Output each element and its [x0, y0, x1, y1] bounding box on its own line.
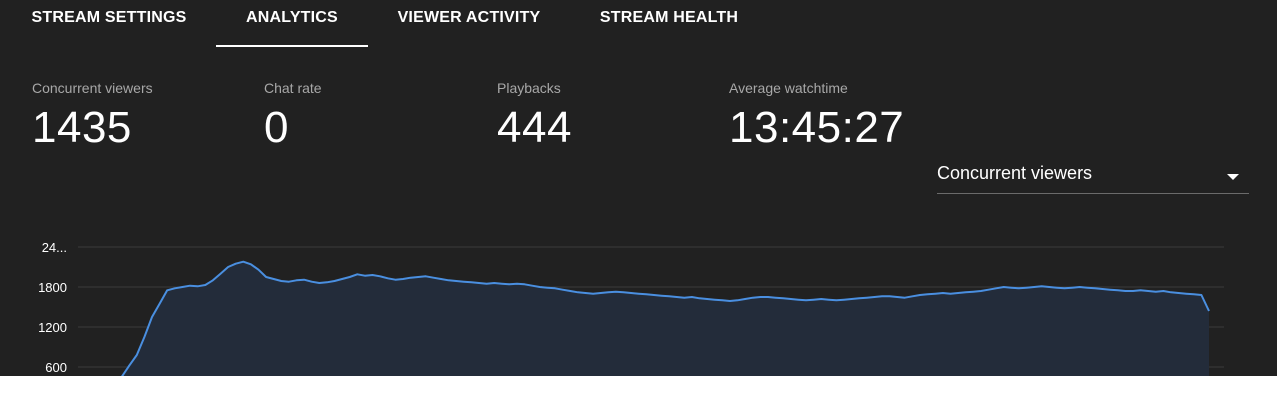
analytics-panel: STREAM SETTINGS ANALYTICS VIEWER ACTIVIT…: [0, 0, 1277, 376]
tab-stream-settings[interactable]: STREAM SETTINGS: [31, 9, 187, 26]
y-tick-label: 1200: [38, 320, 67, 335]
metric-label: Chat rate: [264, 80, 322, 96]
y-tick-label: 24...: [42, 240, 67, 255]
metric-value: 1435: [32, 103, 132, 152]
metric-average-watchtime: Average watchtime 13:45:27: [729, 78, 904, 156]
metric-label: Concurrent viewers: [32, 80, 153, 96]
active-tab-indicator: [216, 45, 368, 47]
chart-y-axis: 24... 1800 1200 600: [38, 240, 67, 375]
metric-label: Average watchtime: [729, 80, 848, 96]
metric-label: Playbacks: [497, 80, 561, 96]
chart-area-fill: [114, 261, 1209, 376]
metric-select-value: Concurrent viewers: [937, 163, 1093, 183]
metric-value: 13:45:27: [729, 103, 905, 152]
metric-chat-rate: Chat rate 0: [264, 78, 322, 156]
chart-series-line: [121, 260, 1210, 376]
metric-value: 444: [497, 103, 572, 152]
metric-concurrent-viewers: Concurrent viewers 1435: [32, 78, 153, 156]
tab-stream-health[interactable]: STREAM HEALTH: [599, 9, 739, 26]
metric-value: 0: [264, 103, 289, 152]
caret-down-icon: [1227, 174, 1239, 180]
tab-viewer-activity[interactable]: VIEWER ACTIVITY: [397, 9, 541, 26]
metric-select-dropdown[interactable]: Concurrent viewers: [937, 158, 1249, 194]
metric-playbacks: Playbacks 444: [497, 78, 572, 156]
concurrent-viewers-chart: 24... 1800 1200 600: [38, 240, 1224, 376]
y-tick-label: 600: [45, 360, 67, 375]
tab-bar: STREAM SETTINGS ANALYTICS VIEWER ACTIVIT…: [0, 0, 1277, 48]
tab-analytics[interactable]: ANALYTICS: [246, 9, 338, 26]
y-tick-label: 1800: [38, 280, 67, 295]
